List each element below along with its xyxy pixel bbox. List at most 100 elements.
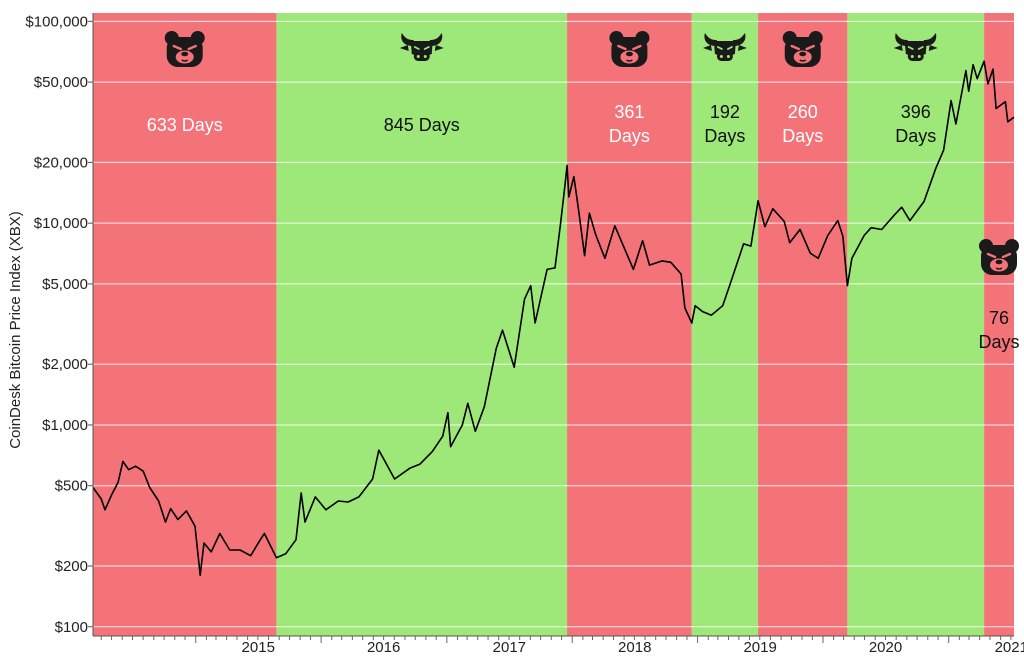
bear-icon: [979, 239, 1019, 275]
regime-bands: [93, 13, 1014, 636]
bear-eye: [805, 44, 815, 51]
bull-ear: [737, 45, 747, 51]
regime-day-label: 76: [989, 308, 1009, 328]
bear-regime-band: [758, 13, 848, 636]
bear-mouth: [995, 267, 1003, 270]
bull-ear: [928, 45, 938, 51]
bull-nostril: [910, 55, 914, 58]
x-tick-label: 2017: [493, 639, 526, 656]
bear-eye: [172, 44, 182, 51]
bull-horn: [923, 33, 937, 46]
bull-eye: [907, 46, 914, 50]
bull-horn: [401, 33, 414, 46]
y-tick-label: $5,000: [42, 276, 88, 293]
bull-eye: [727, 46, 733, 50]
bull-icon: [893, 33, 938, 61]
y-tick-label: $100,000: [25, 13, 88, 30]
y-tick-label: $10,000: [34, 215, 88, 232]
regime-icons: [164, 31, 1019, 275]
y-tick-label: $2,000: [42, 356, 88, 373]
y-tick-label: $20,000: [34, 154, 88, 171]
bull-muzzle: [716, 52, 733, 61]
regime-day-label: Days: [895, 126, 936, 146]
bear-nose: [799, 51, 807, 57]
bull-regime-band: [691, 13, 759, 636]
gridlines: [93, 20, 1014, 628]
bear-eye: [632, 44, 642, 51]
regime-day-label: 361: [614, 102, 644, 122]
x-axis: 2015 2016 2017 2018 2019 2020 2021: [93, 635, 1024, 656]
bear-regime-band: [567, 13, 692, 636]
bull-eye: [413, 46, 420, 50]
bull-regime-band: [276, 13, 568, 636]
x-tick-label: 2020: [869, 639, 902, 656]
bull-ear: [399, 45, 409, 51]
y-tick-label: $200: [55, 558, 88, 575]
bull-ear: [702, 45, 712, 51]
y-tick-label: $1,000: [42, 417, 88, 434]
bear-icon: [609, 31, 650, 67]
bull-nostril: [423, 55, 427, 58]
regime-day-label: Days: [978, 332, 1019, 352]
y-axis: $100,000 $50,000 $20,000 $10,000 $5,000 $2,00…: [25, 13, 94, 636]
regime-day-label: Days: [782, 126, 823, 146]
bear-muzzle: [793, 50, 812, 64]
bull-horn: [704, 33, 717, 46]
bull-horn: [732, 33, 746, 46]
bear-mouth: [181, 59, 189, 62]
bull-ear: [893, 45, 903, 51]
bear-eye: [986, 252, 997, 259]
bull-eye: [423, 46, 430, 50]
bear-eye: [187, 44, 197, 51]
regime-day-labels: 633 Days 845 Days 361 Days 192 Days 260 Days 396…: [147, 102, 1020, 352]
y-axis-label: CoinDesk Bitcoin Price Index (XBX): [7, 211, 24, 449]
bear-eye: [790, 44, 800, 51]
y-tick-label: $100: [55, 619, 88, 636]
bear-mouth: [626, 59, 633, 62]
x-tick-label: 2015: [242, 639, 275, 656]
price-line: [92, 60, 1015, 577]
bull-nostril: [719, 55, 723, 58]
bear-icon: [164, 31, 205, 67]
regime-day-label: 633 Days: [147, 115, 223, 135]
bull-horn: [429, 33, 443, 46]
y-tick-label: $50,000: [34, 74, 88, 91]
x-tick-label: 2018: [618, 639, 651, 656]
bear-regime-band: [93, 13, 277, 636]
bear-nose: [995, 259, 1003, 265]
price-series: [92, 60, 1015, 577]
bull-muzzle: [413, 52, 430, 61]
bull-regime-band: [847, 13, 985, 636]
bear-muzzle: [620, 50, 639, 64]
bull-horn: [895, 33, 908, 46]
bull-icon: [399, 33, 444, 61]
bear-muzzle: [175, 50, 194, 64]
bull-icon: [702, 33, 747, 61]
bull-muzzle: [907, 52, 924, 61]
y-tick-label: $500: [55, 478, 88, 495]
bear-nose: [181, 51, 189, 57]
regime-day-label: 396: [901, 102, 931, 122]
regime-day-label: Days: [609, 126, 650, 146]
bull-eye: [717, 46, 723, 50]
regime-day-label: 260: [788, 102, 818, 122]
regime-day-label: Days: [704, 126, 745, 146]
x-tick-label: 2016: [367, 639, 400, 656]
bear-nose: [625, 51, 633, 57]
regime-day-label: 845 Days: [384, 115, 460, 135]
bull-eye: [917, 46, 924, 50]
bull-ear: [434, 45, 444, 51]
bear-icon: [782, 31, 823, 67]
bear-eye: [1001, 252, 1012, 259]
bear-eye: [617, 44, 627, 51]
x-tick-label: 2019: [743, 639, 776, 656]
regime-day-label: 192: [710, 102, 740, 122]
x-tick-label: 2021: [995, 639, 1024, 656]
bull-head: [713, 41, 736, 56]
bull-head: [904, 41, 927, 56]
bull-nostril: [416, 55, 420, 58]
bull-nostril: [726, 55, 730, 58]
bear-mouth: [799, 59, 807, 62]
bull-nostril: [917, 55, 921, 58]
